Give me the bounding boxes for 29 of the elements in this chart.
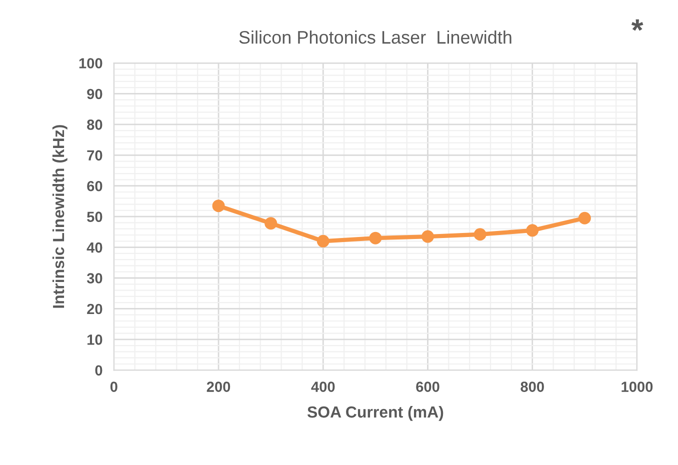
y-tick-label: 50 <box>87 212 102 222</box>
point <box>212 200 225 212</box>
y-tick-label: 0 <box>95 365 102 376</box>
y-tick-label: 10 <box>87 334 102 345</box>
point <box>526 224 539 237</box>
x-tick-label: 800 <box>520 382 544 392</box>
y-tick-label: 100 <box>79 58 102 68</box>
y-tick-label: 40 <box>86 242 102 253</box>
point <box>422 230 434 243</box>
y-tick-label: 80 <box>87 120 102 130</box>
point <box>264 217 278 230</box>
point <box>369 232 382 244</box>
x-tick-label: 200 <box>206 382 230 392</box>
x-tick-label: 400 <box>311 382 335 392</box>
y-tick-label: 30 <box>86 273 102 284</box>
y-tick-label: 20 <box>87 304 102 314</box>
y-axis-title: Intrinsic Linewidth (kHz) <box>52 125 68 308</box>
text: * <box>631 19 644 31</box>
x-tick-label: 1000 <box>622 382 653 392</box>
chart-title: Silicon Photonics Laser Linewidth <box>239 30 512 44</box>
y-tick-label: 90 <box>87 88 102 100</box>
point <box>578 212 591 224</box>
point <box>316 234 330 248</box>
y-tick-label: 60 <box>87 180 102 192</box>
point <box>474 228 486 241</box>
y-tick-label: 70 <box>87 150 102 161</box>
x-axis-title: SOA Current (mA) <box>307 406 444 421</box>
x-tick-label: 0 <box>110 382 118 392</box>
x-tick-label: 600 <box>416 382 440 392</box>
